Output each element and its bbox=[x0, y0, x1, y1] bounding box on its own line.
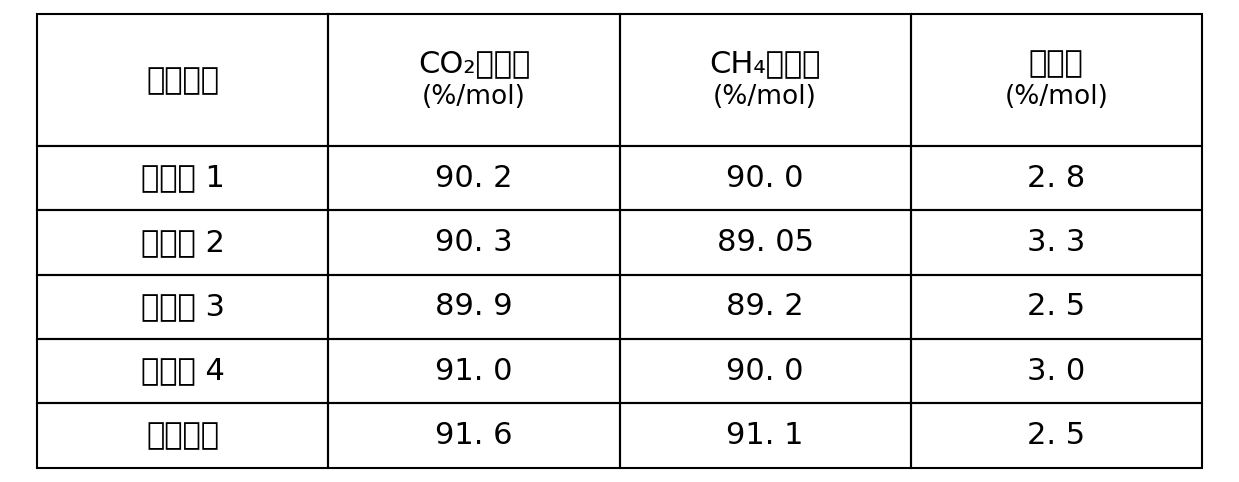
Text: 积炭量: 积炭量 bbox=[1028, 49, 1084, 78]
Text: 89. 9: 89. 9 bbox=[435, 292, 513, 321]
Text: 2. 8: 2. 8 bbox=[1027, 163, 1085, 192]
Bar bbox=[620, 14, 911, 146]
Text: 其他专利: 其他专利 bbox=[146, 421, 219, 450]
Bar bbox=[37, 403, 328, 468]
Text: 90. 0: 90. 0 bbox=[726, 163, 804, 192]
Bar bbox=[911, 403, 1202, 468]
Text: CO₂转化率: CO₂转化率 bbox=[418, 49, 530, 78]
Text: 91. 1: 91. 1 bbox=[726, 421, 804, 450]
Text: 89. 2: 89. 2 bbox=[726, 292, 804, 321]
Text: 89. 05: 89. 05 bbox=[716, 228, 814, 257]
Bar bbox=[911, 210, 1202, 275]
Bar bbox=[620, 275, 911, 339]
Text: 90. 3: 90. 3 bbox=[435, 228, 513, 257]
Bar bbox=[620, 210, 911, 275]
Bar bbox=[911, 146, 1202, 210]
Text: 实施例 3: 实施例 3 bbox=[141, 292, 224, 321]
Text: (%/mol): (%/mol) bbox=[422, 84, 525, 110]
Bar bbox=[620, 339, 911, 403]
Bar bbox=[328, 14, 620, 146]
Text: 91. 6: 91. 6 bbox=[435, 421, 513, 450]
Bar bbox=[37, 14, 328, 146]
Bar bbox=[328, 403, 620, 468]
Text: CH₄转化率: CH₄转化率 bbox=[710, 49, 820, 78]
Text: 实施例 2: 实施例 2 bbox=[141, 228, 224, 257]
Bar bbox=[620, 146, 911, 210]
Text: 90. 2: 90. 2 bbox=[435, 163, 513, 192]
Text: 项目名称: 项目名称 bbox=[146, 66, 219, 94]
Text: 2. 5: 2. 5 bbox=[1027, 421, 1085, 450]
Text: 2. 5: 2. 5 bbox=[1027, 292, 1085, 321]
Bar bbox=[911, 275, 1202, 339]
Text: 91. 0: 91. 0 bbox=[435, 357, 513, 386]
Text: 3. 0: 3. 0 bbox=[1027, 357, 1085, 386]
Bar bbox=[328, 146, 620, 210]
Text: 实施例 1: 实施例 1 bbox=[141, 163, 224, 192]
Bar bbox=[620, 403, 911, 468]
Bar bbox=[328, 275, 620, 339]
Bar bbox=[328, 339, 620, 403]
Bar bbox=[328, 210, 620, 275]
Bar bbox=[37, 146, 328, 210]
Text: (%/mol): (%/mol) bbox=[714, 84, 817, 110]
Text: 实施例 4: 实施例 4 bbox=[141, 357, 224, 386]
Bar bbox=[37, 275, 328, 339]
Text: (%/mol): (%/mol) bbox=[1005, 84, 1108, 110]
Bar bbox=[911, 14, 1202, 146]
Bar bbox=[911, 339, 1202, 403]
Bar bbox=[37, 210, 328, 275]
Bar bbox=[37, 339, 328, 403]
Text: 3. 3: 3. 3 bbox=[1027, 228, 1085, 257]
Text: 90. 0: 90. 0 bbox=[726, 357, 804, 386]
